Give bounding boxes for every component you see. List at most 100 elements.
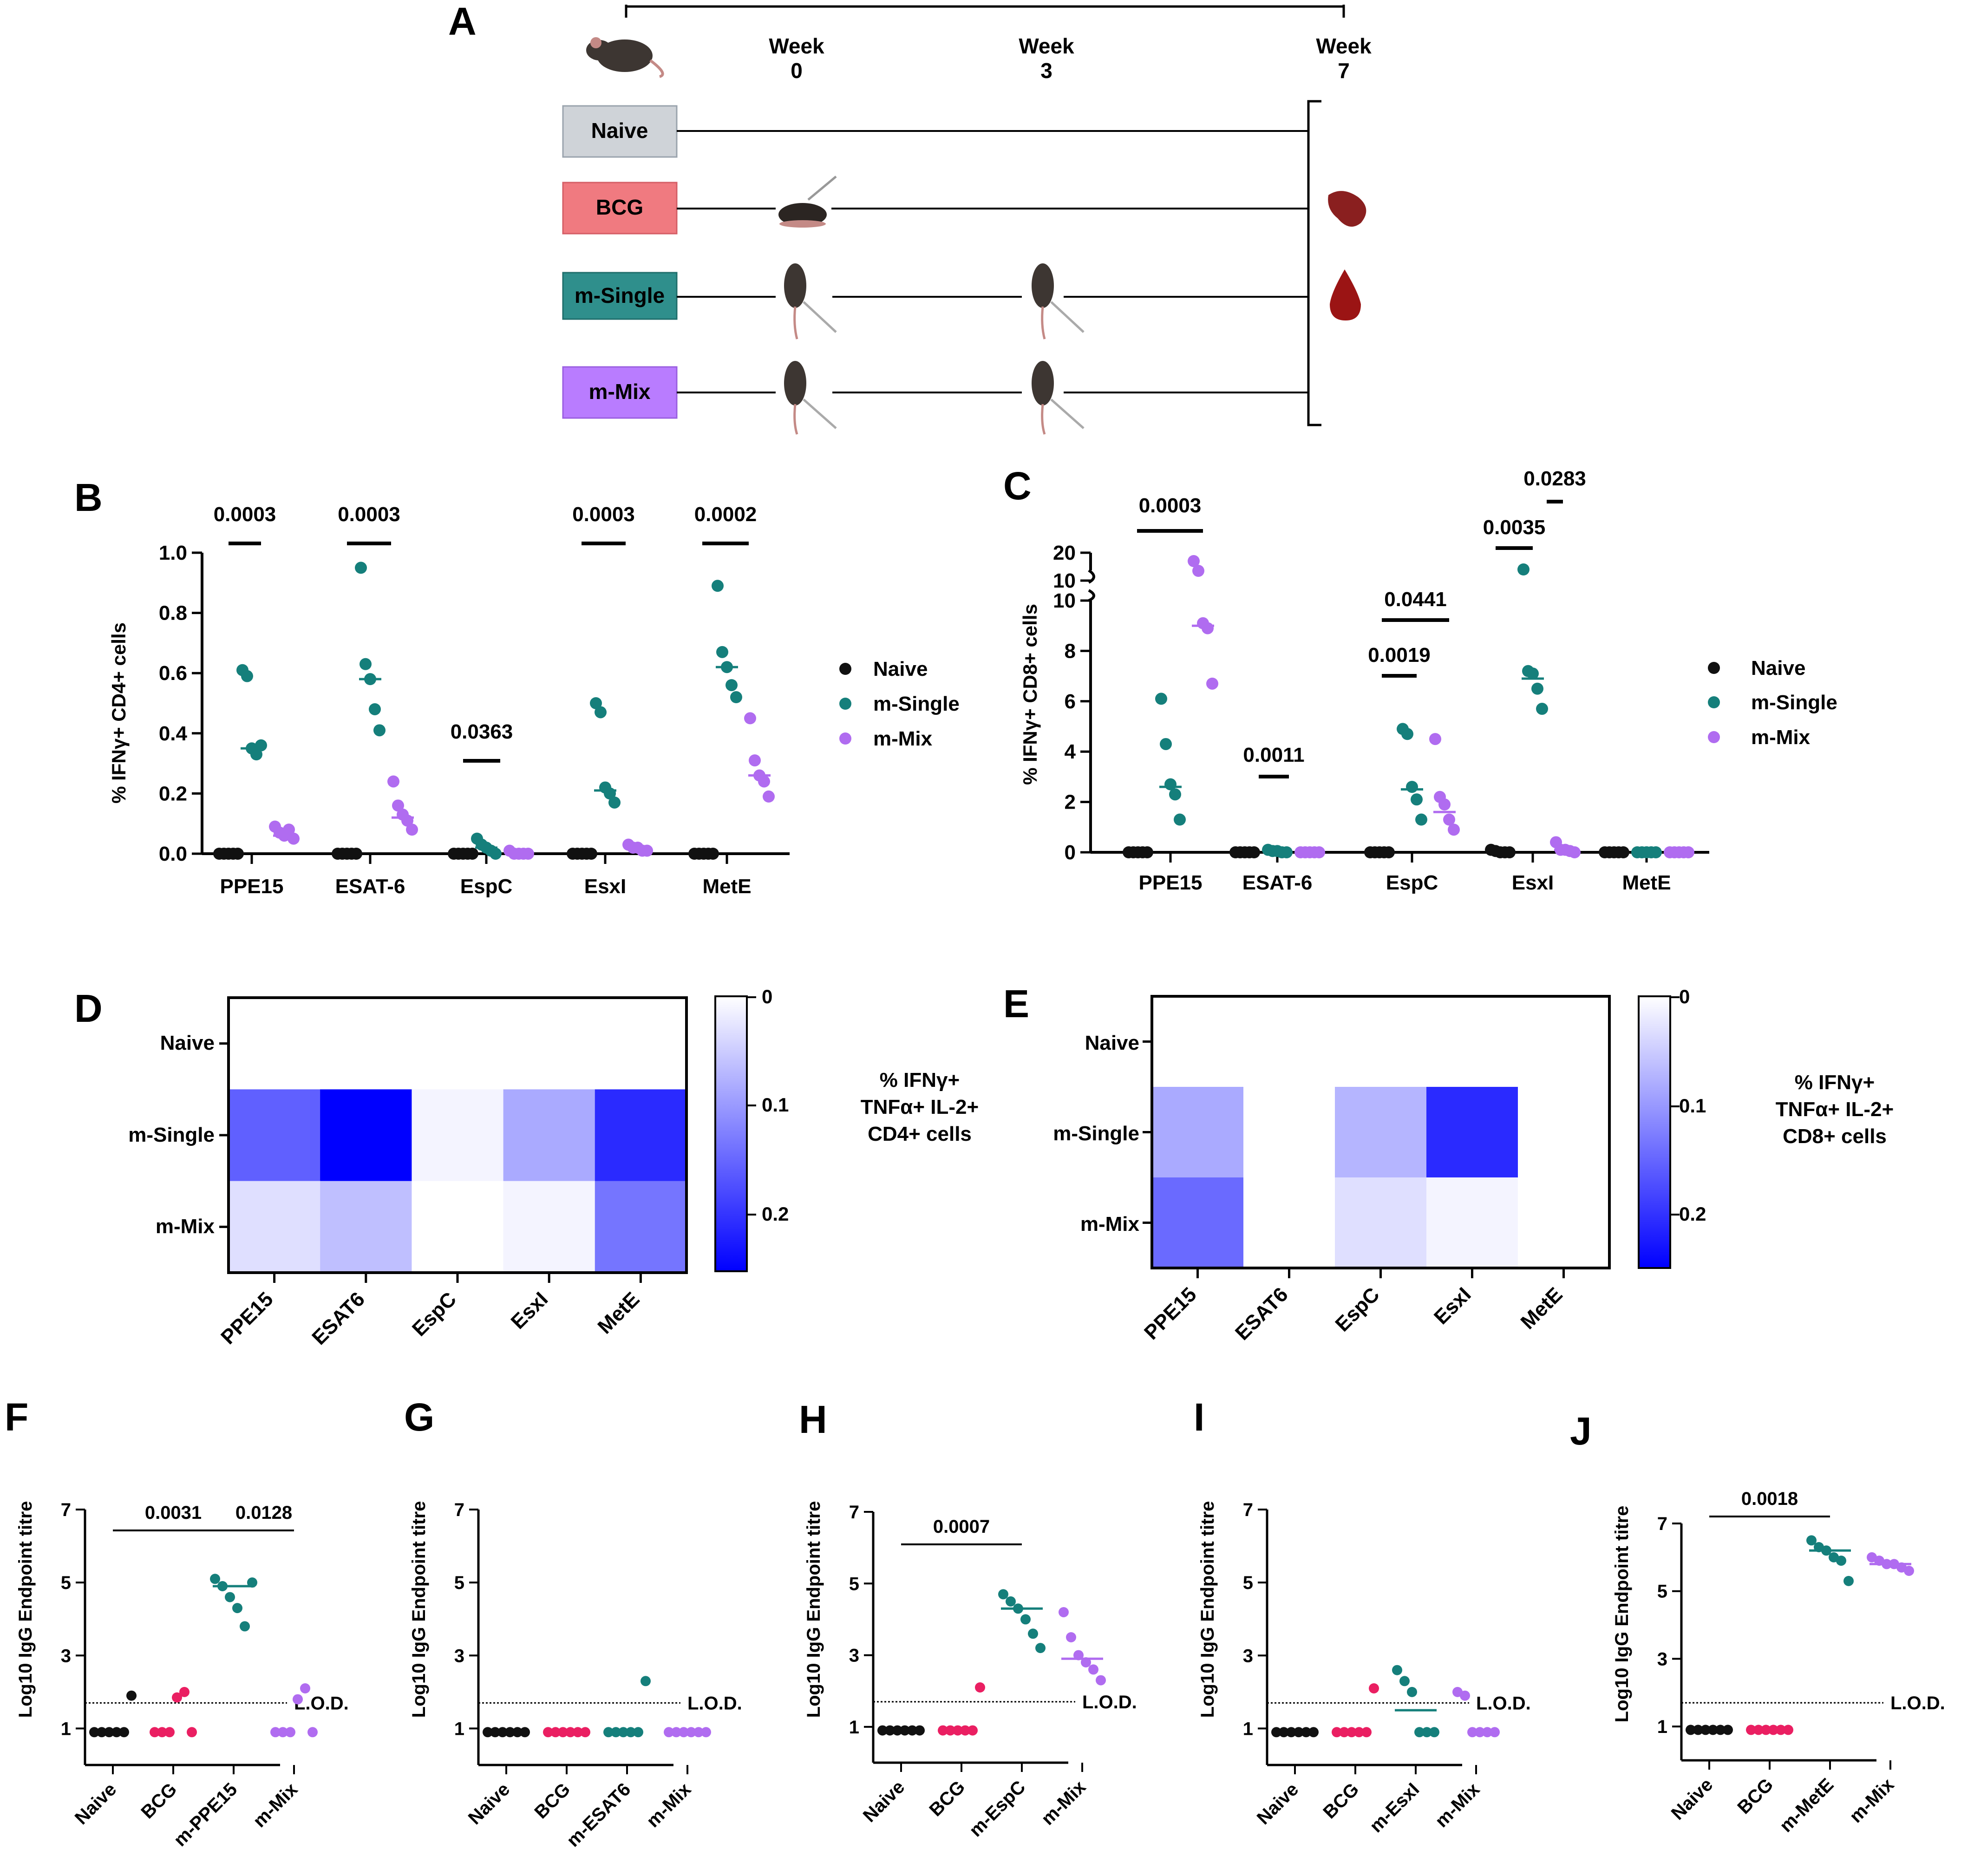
x-tick-label: EsxI: [1512, 871, 1554, 894]
data-point-m-single: [241, 670, 253, 682]
data-point-bcg: [580, 1727, 590, 1738]
week-num-0: 0: [791, 59, 803, 83]
heatmap-cell: [1518, 996, 1610, 1087]
data-point-naive: [900, 1725, 910, 1736]
data-point-bcg: [1746, 1725, 1756, 1735]
data-point-bcg: [150, 1727, 160, 1738]
data-point-m-single: [1160, 738, 1172, 750]
y-tick-label: 1: [1243, 1719, 1253, 1739]
data-point-m-single: [369, 703, 381, 715]
heatmap-cell: [1243, 1177, 1335, 1268]
legend-label-m-single: m-Single: [873, 693, 960, 715]
heatmap-cell: [1152, 1177, 1244, 1268]
heatmap-cell: [1152, 996, 1244, 1087]
data-point-naive: [1279, 1727, 1289, 1738]
colorbar: [1638, 995, 1671, 1269]
elisa-panel-j: J Log10 IgG Endpoint titre 1 3 5 7 L.O.D. Naive…: [1570, 1409, 1945, 1837]
group-label-m-mix: m-Mix: [589, 379, 651, 404]
data-point-naive: [497, 1727, 508, 1738]
panel-b: B % IFNγ+ CD4+ cells 0.0 0.2 0.4 0.6 0.8 1.0 P…: [74, 476, 960, 898]
data-point-mix: [1066, 1632, 1076, 1642]
heatmap-title-line-2: TNFα+ IL-2+: [861, 1096, 979, 1118]
data-point-naive: [505, 1727, 515, 1738]
y-tick-label: 1: [61, 1719, 71, 1739]
legend-dot-m-single: [1708, 696, 1720, 708]
col-label: EspC: [408, 1288, 461, 1340]
legend-label-naive: Naive: [1751, 657, 1805, 680]
data-point-bcg: [1761, 1725, 1771, 1735]
data-point-m-single: [608, 796, 621, 809]
x-tick-label: BCG: [925, 1777, 969, 1820]
data-point-m-single: [1401, 728, 1413, 740]
elisa-panel-f: F Log10 IgG Endpoint titre 1 3 5 7 L.O.D. Naive…: [5, 1395, 349, 1850]
legend-label-m-mix: m-Mix: [873, 727, 933, 750]
p-value-label: 0.0018: [1741, 1489, 1798, 1509]
lod-label: L.O.D.: [294, 1693, 349, 1713]
data-point-m-mix: [1192, 565, 1204, 577]
x-tick-label: EspC: [460, 875, 512, 898]
data-point-bcg: [187, 1727, 197, 1738]
y-tick-label: 7: [454, 1500, 464, 1520]
p-value-label: 0.0363: [451, 720, 513, 743]
row-label-m-single: m-Single: [1053, 1122, 1139, 1145]
group-box-m-mix: [562, 366, 678, 419]
data-point-single: [1028, 1628, 1038, 1639]
data-point-naive: [490, 1727, 500, 1738]
panel-label: H: [799, 1398, 827, 1441]
y-axis-label: Log10 IgG Endpoint titre: [804, 1501, 824, 1718]
y-tick-label: 0.8: [159, 602, 187, 625]
x-tick-label: m-EspC: [965, 1777, 1029, 1841]
legend: Naive m-Single m-Mix: [839, 658, 960, 750]
elisa-panel-g: G Log10 IgG Endpoint titre 1 3 5 7 L.O.D. Naive…: [404, 1395, 742, 1851]
group-label-bcg: BCG: [596, 195, 643, 219]
col-label: EsxI: [507, 1288, 553, 1333]
heatmap-cell: [595, 1181, 687, 1273]
data-point-mix: [664, 1727, 674, 1738]
data-point-naive: [1308, 1727, 1319, 1738]
y-tick-label: 7: [61, 1500, 71, 1520]
data-point-m-single: [360, 658, 372, 670]
data-point-m-single: [250, 748, 262, 761]
y-tick-label: 5: [1243, 1573, 1253, 1593]
y-tick-label: 3: [454, 1646, 464, 1666]
legend: Naive m-Single m-Mix: [1708, 657, 1837, 749]
heatmap-cell: [320, 1089, 412, 1182]
heatmap-cell: [1518, 1177, 1610, 1268]
heatmap-title-line-3: CD4+ cells: [868, 1123, 972, 1145]
x-tick-label: PPE15: [1139, 871, 1203, 894]
data-point-single: [1020, 1614, 1031, 1625]
data-point-bcg: [550, 1727, 561, 1738]
col-label: ESAT6: [1231, 1283, 1293, 1345]
y-tick-label: 8: [1065, 640, 1076, 662]
row-label-naive: Naive: [1085, 1032, 1139, 1054]
data-point-m-mix: [1443, 813, 1455, 826]
panel-e: E Naive m-Single m-Mix PPE15 ESAT6 EspC Esx…: [1003, 982, 1894, 1345]
legend-label-naive: Naive: [873, 658, 928, 680]
p-value-label: 0.0003: [572, 503, 635, 526]
data-point-single: [225, 1592, 235, 1602]
data-point-m-mix: [1429, 733, 1441, 745]
colorbar-tick: 0: [1679, 986, 1690, 1007]
timeline-top: [625, 5, 1345, 18]
data-point-naive: [915, 1725, 925, 1736]
panel-label-b: B: [74, 476, 103, 519]
data-point-naive: [1301, 1727, 1311, 1738]
group-label-m-single: m-Single: [575, 283, 665, 307]
axis-break: [1088, 589, 1095, 602]
heatmap-cell: [503, 1089, 595, 1182]
data-point-bcg: [1768, 1725, 1778, 1735]
data-point-m-single: [1517, 563, 1530, 575]
y-tick-label: 5: [61, 1573, 71, 1593]
data-point-single: [603, 1727, 614, 1738]
data-point-m-single: [716, 646, 728, 658]
col-label: ESAT6: [307, 1288, 369, 1349]
lod-label: L.O.D.: [687, 1693, 742, 1713]
y-tick-label: 10: [1053, 569, 1076, 592]
data-point-mix: [701, 1727, 711, 1738]
p-value-label: 0.0283: [1523, 467, 1586, 490]
week-label-7: Week: [1316, 34, 1372, 58]
heatmap-cell: [1426, 1087, 1518, 1178]
group-box-naive: [562, 105, 678, 158]
y-axis-label: % IFNγ+ CD8+ cells: [1019, 604, 1041, 785]
